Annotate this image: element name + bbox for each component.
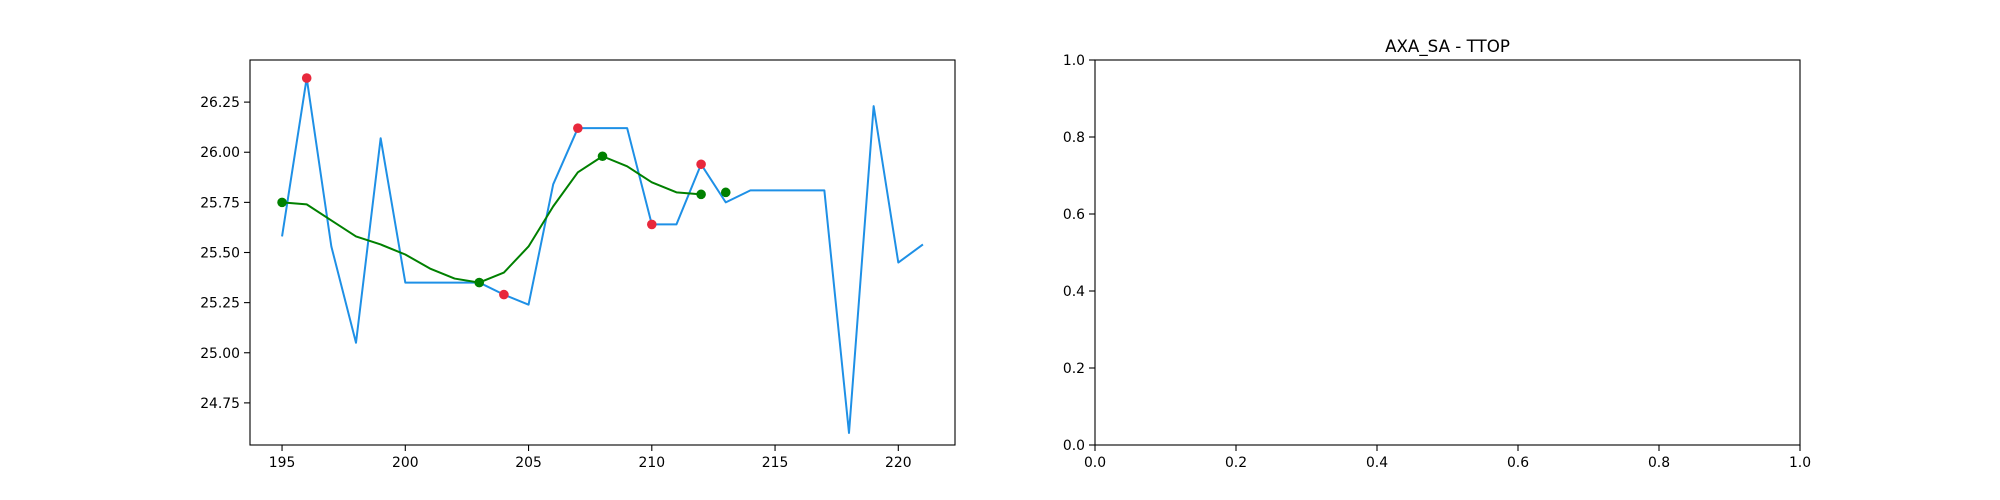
data-point (696, 189, 706, 200)
plot-frame (249, 59, 956, 446)
series-line-0 (281, 77, 924, 434)
x-tick-label: 0.0 (1084, 455, 1106, 471)
y-tick-label: 0.0 (1063, 438, 1085, 454)
right-empty-chart: 0.0 0.2 0.4 0.6 0.8 1.0 0.0 0.2 0.4 0.6 0.8 1.0 AXA_… (1063, 36, 1811, 471)
y-tick-label: 25.75 (200, 195, 240, 211)
data-point (277, 197, 287, 208)
x-tick-label: 0.6 (1507, 455, 1529, 471)
x-tick-label: 1.0 (1789, 455, 1811, 471)
y-tick-label: 0.6 (1063, 207, 1085, 223)
data-point (647, 219, 657, 230)
y-tick-label: 0.8 (1063, 130, 1085, 146)
x-tick-label: 205 (515, 455, 542, 471)
y-tick-label: 25.00 (200, 346, 240, 362)
data-point (696, 159, 706, 170)
y-tick-label: 26.00 (200, 145, 240, 161)
data-point (474, 277, 485, 288)
left-price-chart: 195 200 205 210 215 220 24.75 25.00 25.25 25.50 25… (200, 59, 956, 471)
x-tick-label: 220 (885, 455, 912, 471)
y-tick-label: 0.4 (1063, 284, 1085, 300)
x-tick-label: 215 (762, 455, 789, 471)
plot-frame (1094, 59, 1801, 446)
y-tick-label: 25.25 (200, 296, 240, 312)
x-tick-label: 210 (639, 455, 666, 471)
data-point (573, 123, 583, 133)
y-tick-label: 0.2 (1063, 361, 1085, 377)
data-point (597, 151, 608, 162)
x-tick-label: 200 (392, 455, 419, 471)
series-line-1 (281, 155, 702, 284)
data-point (499, 289, 509, 300)
y-tick-label: 25.50 (200, 246, 240, 262)
x-tick-label: 0.8 (1648, 455, 1670, 471)
data-point (720, 187, 731, 198)
y-tick-label: 26.25 (200, 95, 240, 111)
y-tick-label: 1.0 (1063, 53, 1085, 69)
series-group (277, 73, 924, 434)
x-tick-label: 195 (269, 455, 296, 471)
chart-title: AXA_SA - TTOP (1385, 36, 1510, 57)
data-point (301, 73, 312, 83)
x-tick-label: 0.2 (1225, 455, 1247, 471)
y-tick-label: 24.75 (200, 396, 240, 412)
x-tick-label: 0.4 (1366, 455, 1388, 471)
